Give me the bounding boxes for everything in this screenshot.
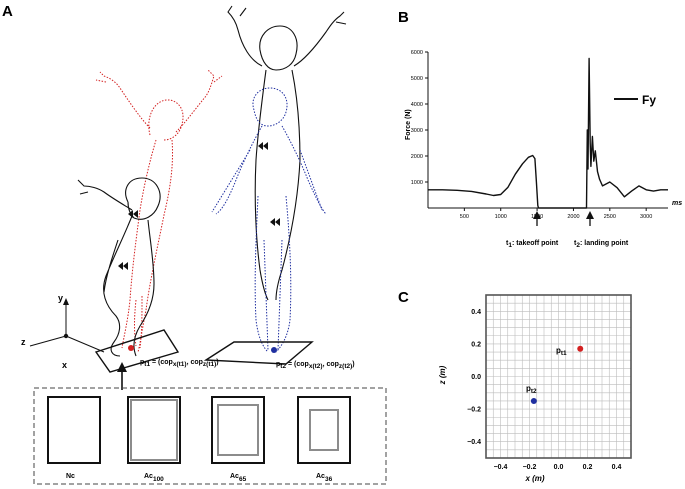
force-ytick-label: 5000: [411, 76, 423, 82]
cop-xtick-label: 0.0: [554, 464, 564, 471]
axis-z-label: z: [21, 337, 26, 347]
force-xunit: ms: [672, 200, 682, 207]
takeoff-arrowhead: [533, 211, 541, 219]
force-xtick-label: 2500: [604, 214, 616, 220]
cop-ytick-label: 0.2: [471, 341, 481, 348]
force-series-fy: [428, 57, 668, 209]
cop-scatter-chart: −0.4 −0.2 0.0 0.2 0.4 0.4 0.2 0.0 −0.2 −0.4: [467, 294, 632, 471]
condition-ac36: [297, 396, 351, 464]
cop-ytick-label: −0.4: [467, 439, 481, 446]
com-marker-3: [258, 142, 268, 150]
conditions-box: [33, 387, 387, 485]
condition-label-ac65: Ac65: [230, 473, 247, 483]
com-marker-2: [118, 262, 128, 270]
pt2-dot-a: [271, 347, 277, 353]
force-xtick-label: 3000: [640, 214, 652, 220]
panel-b-letter: B: [398, 9, 409, 26]
pt2-equation: pt2 = (copx(t2), copz(t2)): [276, 361, 355, 370]
pt2-point: [530, 397, 537, 404]
force-plate-left: [94, 329, 180, 373]
black-tall-figure: [227, 5, 347, 301]
cop-xtick-label: −0.4: [494, 464, 508, 471]
pt1-equation: pt1 = (copx(t1), copz(t1)): [140, 359, 219, 368]
conditions-arrowhead: [117, 362, 127, 372]
condition-nc: [47, 396, 101, 464]
landing-arrowhead: [586, 211, 594, 219]
force-chart: 1000200030004000500060005001000150020002…: [411, 50, 668, 220]
com-markers: [118, 142, 280, 270]
condition-label-ac36: Ac36: [316, 473, 333, 483]
force-ytick-label: 3000: [411, 128, 423, 134]
cop-pt2-label: pt2: [526, 384, 537, 395]
takeoff-label: t1: takeoff point: [506, 240, 559, 249]
force-xtick-label: 2000: [567, 214, 579, 220]
pt1-dot-a: [128, 345, 134, 351]
landing-label: t2: landing point: [574, 240, 629, 249]
cop-xtick-label: −0.2: [523, 464, 537, 471]
force-ylabel: Force (N): [405, 109, 412, 140]
blue-dotted-figure: [211, 87, 327, 353]
cop-xlabel: x (m): [524, 474, 544, 483]
force-xtick-label: 500: [460, 214, 469, 220]
cop-ytick-label: 0.4: [471, 309, 481, 316]
panel-a-letter: A: [2, 3, 13, 20]
force-ytick-label: 2000: [411, 154, 423, 160]
axis-y-label: y: [58, 293, 63, 303]
com-marker-4: [270, 218, 280, 226]
cop-xtick-label: 0.4: [612, 464, 622, 471]
pt1-point: [577, 345, 584, 352]
com-marker-1: [128, 210, 138, 218]
force-ytick-label: 6000: [411, 50, 423, 56]
cop-frame: [485, 294, 632, 459]
cop-ytick-label: −0.2: [467, 407, 481, 414]
axis-x-label: x: [62, 360, 67, 370]
cop-ytick-label: 0.0: [471, 374, 481, 381]
condition-ac65: [211, 396, 265, 464]
red-dotted-figure: [95, 69, 223, 353]
cop-pt1-label: pt1: [556, 346, 567, 357]
force-ytick-label: 4000: [411, 102, 423, 108]
condition-label-ac100: Ac100: [144, 473, 164, 483]
panel-c-letter: C: [398, 289, 409, 306]
condition-label-nc: Nc: [66, 473, 75, 480]
cop-xtick-label: 0.2: [583, 464, 593, 471]
condition-ac100: [127, 396, 181, 464]
black-crouch-figure: [77, 177, 161, 357]
force-xtick-label: 1000: [495, 214, 507, 220]
force-plate-right: [203, 341, 314, 365]
cop-ylabel: z (m): [438, 365, 447, 385]
coordinate-axes: [29, 298, 105, 353]
force-ytick-label: 1000: [411, 180, 423, 186]
legend-label: Fy: [642, 93, 656, 107]
